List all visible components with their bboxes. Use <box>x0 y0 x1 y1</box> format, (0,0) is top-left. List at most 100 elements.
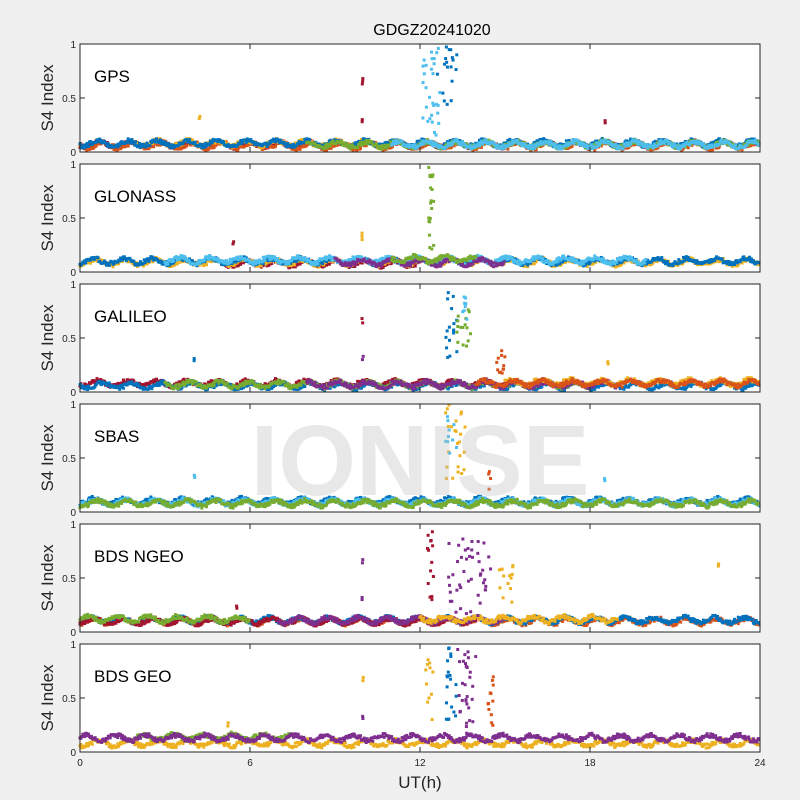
data-point <box>342 141 345 145</box>
data-point <box>140 142 144 146</box>
data-point <box>477 141 481 145</box>
data-point <box>506 144 510 148</box>
data-point <box>445 102 449 106</box>
data-point <box>420 143 424 147</box>
data-point <box>566 146 570 150</box>
data-point <box>116 145 120 149</box>
data-point <box>177 147 181 151</box>
data-point <box>225 144 229 148</box>
data-point <box>636 142 640 146</box>
data-point <box>176 144 180 148</box>
data-point <box>429 139 433 143</box>
data-point <box>360 82 364 86</box>
data-point <box>207 146 211 150</box>
data-point <box>100 258 104 262</box>
data-point <box>195 140 199 144</box>
data-point <box>327 262 331 266</box>
data-point <box>700 143 704 147</box>
data-point <box>720 257 724 261</box>
data-point <box>264 262 268 266</box>
data-point <box>455 53 459 57</box>
data-point <box>326 142 330 146</box>
data-point <box>494 144 498 148</box>
data-point <box>682 146 685 150</box>
data-point <box>232 265 236 269</box>
data-point <box>652 142 656 146</box>
data-point <box>538 144 542 148</box>
data-points <box>78 45 761 152</box>
data-point <box>198 263 202 267</box>
data-point <box>148 143 152 147</box>
data-point <box>298 147 302 151</box>
data-point <box>263 144 267 148</box>
data-point <box>757 143 761 147</box>
data-point <box>412 146 416 150</box>
data-point <box>370 140 374 144</box>
data-point <box>445 65 449 69</box>
data-point <box>160 139 164 143</box>
data-point <box>265 264 269 268</box>
data-point <box>593 148 597 152</box>
data-point <box>448 143 452 147</box>
data-point <box>651 146 655 150</box>
data-point <box>431 72 435 76</box>
data-point <box>705 143 709 147</box>
data-point <box>244 140 248 144</box>
y-tick-label: 0.5 <box>62 94 76 105</box>
data-point <box>328 138 332 142</box>
data-point <box>719 138 723 142</box>
data-point <box>83 143 87 147</box>
data-point <box>170 143 174 147</box>
data-point <box>385 262 389 266</box>
data-point <box>355 148 359 152</box>
data-point <box>302 141 306 145</box>
data-point <box>127 139 131 143</box>
data-point <box>615 147 619 151</box>
data-point <box>593 142 597 146</box>
data-point <box>616 144 620 148</box>
data-point <box>694 141 698 145</box>
data-point <box>434 142 438 146</box>
data-point <box>454 141 458 145</box>
data-point <box>298 145 302 149</box>
data-point <box>658 139 662 143</box>
data-point <box>413 143 417 147</box>
data-point <box>360 140 364 144</box>
data-point <box>519 141 523 145</box>
data-point <box>205 144 209 148</box>
data-point <box>290 143 294 147</box>
data-point <box>325 142 328 146</box>
data-point <box>510 142 514 146</box>
data-point <box>361 143 365 147</box>
data-point <box>700 145 704 149</box>
data-point <box>288 266 292 270</box>
y-tick-label: 0 <box>70 148 76 159</box>
data-point <box>478 141 482 145</box>
data-point <box>260 144 264 148</box>
data-point <box>293 141 297 145</box>
data-point <box>377 144 381 148</box>
data-point <box>750 137 753 141</box>
data-point <box>169 146 173 150</box>
data-point <box>142 143 146 147</box>
data-point <box>109 144 113 148</box>
data-point <box>580 143 583 147</box>
data-point <box>162 142 166 146</box>
data-point <box>384 143 388 147</box>
data-point <box>568 145 572 149</box>
data-point <box>552 145 556 149</box>
data-point <box>256 141 260 145</box>
data-point <box>715 142 719 146</box>
data-point <box>430 120 434 124</box>
data-point <box>233 262 237 266</box>
data-point <box>432 103 436 107</box>
data-point <box>436 111 440 115</box>
data-point <box>236 143 240 147</box>
data-point <box>619 143 623 147</box>
data-point <box>245 144 249 148</box>
data-point <box>270 261 274 265</box>
data-point <box>238 142 242 146</box>
data-point <box>213 141 217 145</box>
data-point <box>643 145 647 149</box>
data-point <box>594 144 598 148</box>
